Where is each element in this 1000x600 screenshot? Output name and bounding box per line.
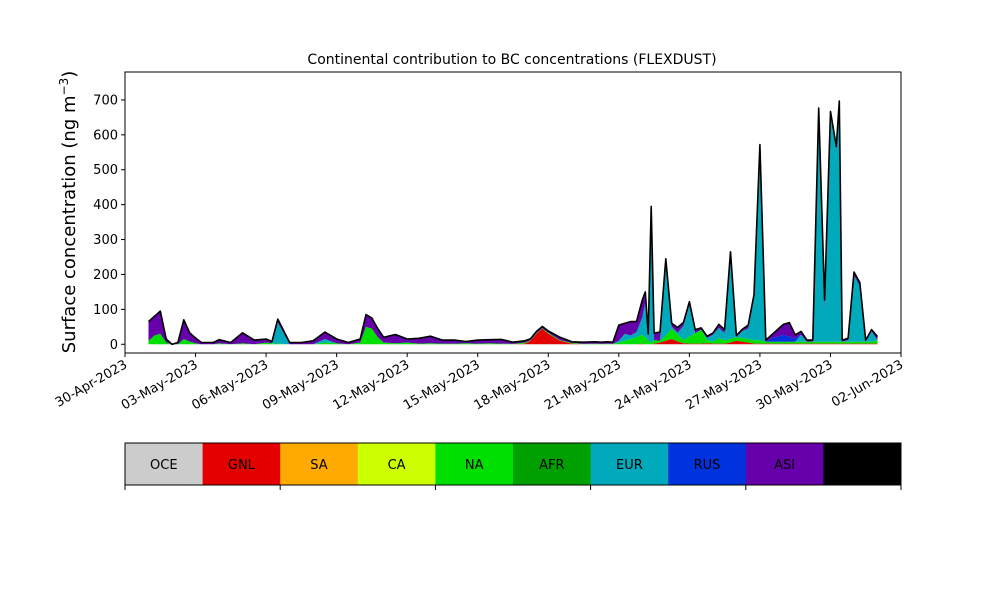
legend-label-eur: EUR — [616, 458, 643, 473]
legend-label-sa: SA — [310, 458, 327, 473]
x-tick-label: 03-May-2023 — [119, 357, 201, 413]
area-aus — [148, 101, 878, 345]
legend-swatch-asi — [745, 443, 824, 485]
x-axis: 30-Apr-202303-May-202306-May-202309-May-… — [53, 353, 906, 413]
legend-swatch-oce — [125, 443, 204, 485]
x-tick-label: 12-May-2023 — [331, 357, 413, 413]
y-tick-label: 700 — [93, 93, 118, 108]
y-tick-label: 500 — [93, 163, 118, 178]
y-tick-label: 0 — [110, 338, 118, 353]
x-tick-label: 30-May-2023 — [754, 357, 836, 413]
legend-label-gnl: GNL — [228, 458, 256, 473]
x-tick-label: 24-May-2023 — [613, 357, 695, 413]
area-rus — [148, 104, 878, 345]
legend-swatch-aus — [823, 443, 902, 485]
area-asi — [148, 101, 878, 345]
chart-title: Continental contribution to BC concentra… — [307, 52, 716, 68]
legend-swatch-rus — [668, 443, 747, 485]
legend-label-oce: OCE — [150, 458, 178, 473]
x-tick-label: 15-May-2023 — [401, 357, 483, 413]
area-eur — [148, 104, 878, 345]
y-axis-label: Surface concentration (ng m−3) — [57, 71, 80, 354]
legend-label-ca: CA — [388, 458, 406, 473]
area-na — [148, 326, 878, 345]
legend-frame — [124, 442, 902, 486]
legend-swatch-eur — [590, 443, 669, 485]
y-axis-label-exponent: −3 — [57, 78, 71, 96]
x-tick-label: 02-Jun-2023 — [829, 357, 906, 410]
y-axis: 0 100 200 300 400 500 600 700 — [93, 93, 125, 353]
x-tick-label: 09-May-2023 — [260, 357, 342, 413]
legend-swatch-gnl — [202, 443, 281, 485]
y-axis-label-main: Surface concentration (ng m — [59, 95, 80, 353]
stacked-areas — [148, 101, 878, 345]
x-tick-label: 06-May-2023 — [189, 357, 271, 413]
legend-label-afr: AFR — [539, 458, 564, 473]
x-tick-label: 21-May-2023 — [542, 357, 624, 413]
legend-swatch-ca — [357, 443, 436, 485]
y-tick-label: 100 — [93, 303, 118, 318]
x-tick-label: 30-Apr-2023 — [53, 357, 130, 410]
legend-swatch-afr — [513, 443, 592, 485]
y-tick-label: 600 — [93, 128, 118, 143]
colorbar-legend: OCE GNL SA CA NA AFR EUR RUS ASI AUS — [124, 442, 902, 490]
legend-label-rus: RUS — [694, 458, 721, 473]
y-tick-label: 400 — [93, 198, 118, 213]
y-axis-label-close: ) — [59, 71, 80, 78]
legend-label-aus: AUS — [849, 458, 876, 473]
legend-label-asi: ASI — [774, 458, 795, 473]
total-concentration-line — [147, 100, 879, 346]
legend-swatch-sa — [280, 443, 359, 485]
plot-frame — [124, 71, 902, 354]
legend-label-na: NA — [465, 458, 484, 473]
x-tick-label: 27-May-2023 — [683, 357, 765, 413]
y-tick-label: 300 — [93, 233, 118, 248]
x-tick-label: 18-May-2023 — [472, 357, 554, 413]
legend-swatch-na — [435, 443, 514, 485]
y-tick-label: 200 — [93, 268, 118, 283]
